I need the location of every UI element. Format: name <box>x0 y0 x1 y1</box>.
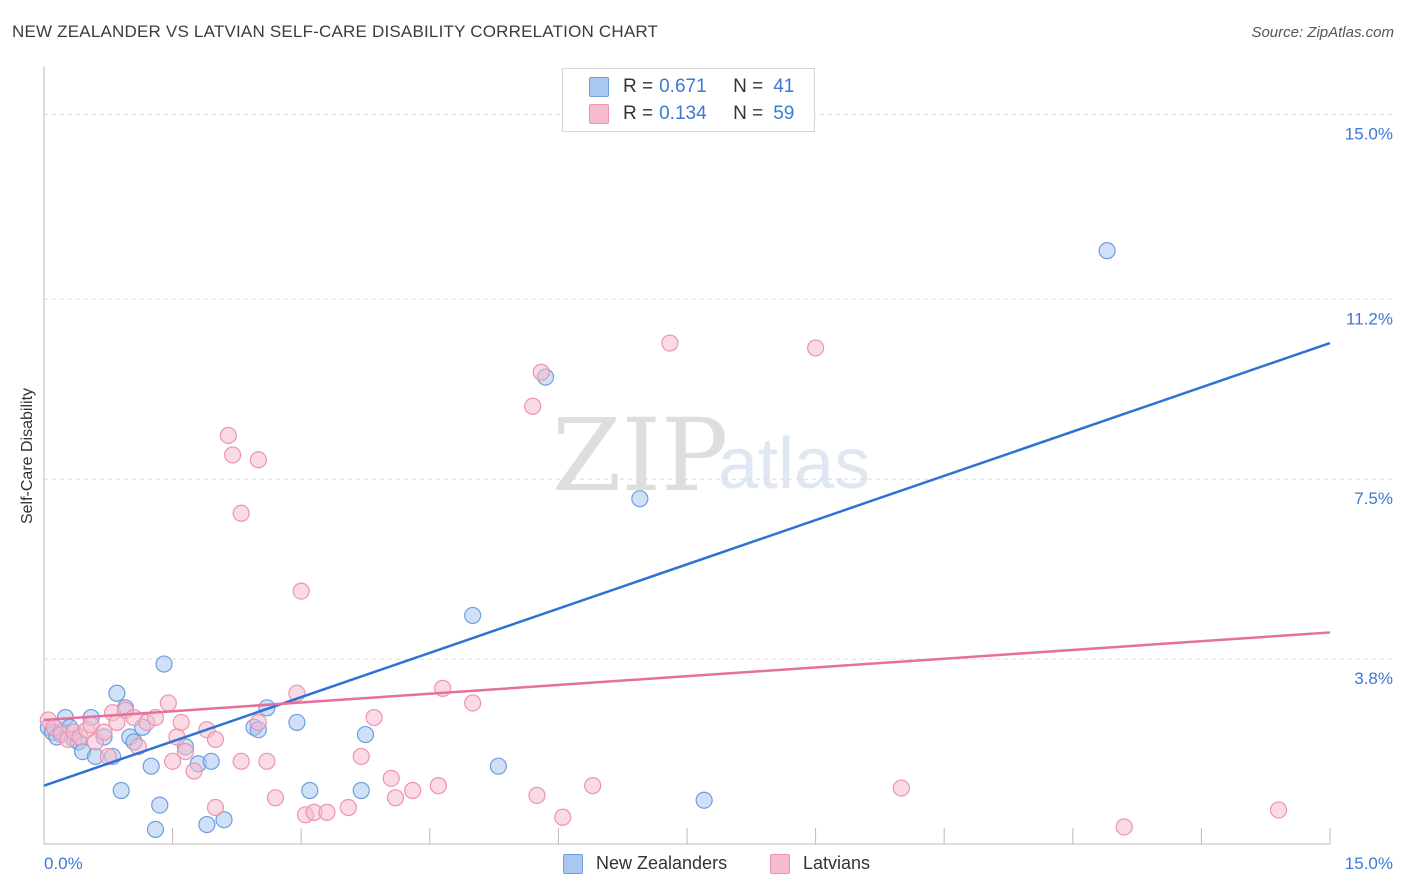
new-zealanders-point <box>215 811 233 829</box>
latvians-point <box>318 803 336 821</box>
latvians-point <box>164 752 182 770</box>
latvians-point <box>382 769 400 787</box>
new-zealanders-point <box>108 684 126 702</box>
latvians-point <box>232 752 250 770</box>
legend-r-value: 0.134 <box>659 103 707 124</box>
latvians-point <box>404 781 422 800</box>
latvians-point <box>1115 818 1133 836</box>
new-zealanders-trend-line <box>43 341 1331 787</box>
latvians-point <box>524 397 542 415</box>
legend-swatch-latvians <box>589 104 609 124</box>
x-tick-labels: 0.0% 15.0% <box>44 854 1393 873</box>
latvians-point <box>386 789 405 807</box>
latvians-trend-line <box>43 631 1331 722</box>
latvians-point <box>185 762 203 780</box>
series-swatch-latvians <box>770 853 790 874</box>
latvians-point <box>292 582 310 600</box>
latvians-point <box>258 752 276 770</box>
new-zealanders-point <box>151 796 169 814</box>
latvians-point <box>219 426 237 445</box>
latvians-point <box>176 742 195 761</box>
series-swatch-new-zealanders <box>563 853 583 874</box>
latvians-point <box>224 446 242 464</box>
latvians-point <box>206 730 225 749</box>
latvians-point <box>249 713 267 732</box>
series-label-latvians: Latvians <box>803 853 871 873</box>
y-tick-labels: 3.8% 7.5% 11.2% 15.0% <box>1345 124 1393 688</box>
series-legend-latvians[interactable]: Latvians <box>770 853 870 874</box>
new-zealanders-point <box>288 713 306 732</box>
new-zealanders-point <box>155 655 173 673</box>
legend-r-value: 0.671 <box>659 76 707 97</box>
new-zealanders-point <box>198 815 216 834</box>
new-zealanders-point <box>202 752 220 770</box>
legend-r-label: R = <box>623 103 654 124</box>
new-zealanders-point <box>356 725 375 744</box>
latvians-point <box>528 786 546 804</box>
y-tick-label: 11.2% <box>1346 309 1393 328</box>
latvians-point <box>464 694 482 712</box>
new-zealanders-point <box>464 606 482 625</box>
latvians-point <box>806 339 825 357</box>
latvians-point <box>532 363 550 381</box>
latvians-point <box>232 504 250 522</box>
new-zealanders-point <box>695 791 713 809</box>
chart-title: NEW ZEALANDER VS LATVIAN SELF-CARE DISAB… <box>12 22 659 41</box>
legend-n-label: N = <box>733 103 764 124</box>
series-legend-new-zealanders[interactable]: New Zealanders <box>563 853 727 874</box>
latvians-point <box>892 779 910 797</box>
y-tick-label: 15.0% <box>1345 124 1393 143</box>
latvians-point <box>1269 801 1288 819</box>
latvians-points <box>39 334 1288 836</box>
latvians-point <box>365 708 383 727</box>
latvians-point <box>266 789 285 807</box>
latvians-point <box>584 777 602 795</box>
new-zealanders-point <box>112 781 130 800</box>
new-zealanders-point <box>301 781 319 800</box>
x-tick-label: 15.0% <box>1345 854 1393 873</box>
gridlines <box>44 113 1392 660</box>
latvians-point <box>95 723 113 741</box>
new-zealanders-point <box>142 757 160 775</box>
latvians-point <box>661 334 679 352</box>
trend-lines <box>43 341 1331 787</box>
series-label-new-zealanders: New Zealanders <box>596 853 728 873</box>
new-zealanders-point <box>352 781 370 800</box>
latvians-point <box>352 747 370 766</box>
latvians-point <box>554 808 572 826</box>
latvians-point <box>159 694 177 712</box>
series-legend: New Zealanders Latvians <box>0 853 1406 875</box>
latvians-point <box>206 798 225 817</box>
y-tick-label: 3.8% <box>1354 669 1393 688</box>
correlation-legend: R = 0.671 N = 41 R = 0.134 N = 59 <box>562 68 815 132</box>
legend-n-value: 59 <box>773 103 795 124</box>
legend-n-value: 41 <box>773 76 795 97</box>
latvians-point <box>249 451 267 469</box>
legend-n-label: N = <box>733 76 764 97</box>
legend-row-latvians: R = 0.134 N = 59 <box>589 103 794 125</box>
legend-r-label: R = <box>623 76 654 97</box>
watermark: ZIP atlas <box>552 397 870 514</box>
legend-swatch-new-zealanders <box>589 77 609 97</box>
latvians-point <box>172 713 190 732</box>
x-tick-label: 0.0% <box>44 854 83 873</box>
source-credit: Source: ZipAtlas.com <box>1251 24 1394 41</box>
watermark-atlas: atlas <box>718 424 870 504</box>
legend-row-new-zealanders: R = 0.671 N = 41 <box>589 76 794 98</box>
new-zealanders-point <box>631 490 649 508</box>
new-zealanders-points <box>39 242 1116 839</box>
latvians-point <box>429 777 447 795</box>
latvians-point <box>339 798 357 817</box>
new-zealanders-point <box>1098 242 1116 260</box>
y-tick-label: 7.5% <box>1354 489 1393 508</box>
new-zealanders-point <box>489 757 507 775</box>
new-zealanders-point <box>146 820 165 839</box>
